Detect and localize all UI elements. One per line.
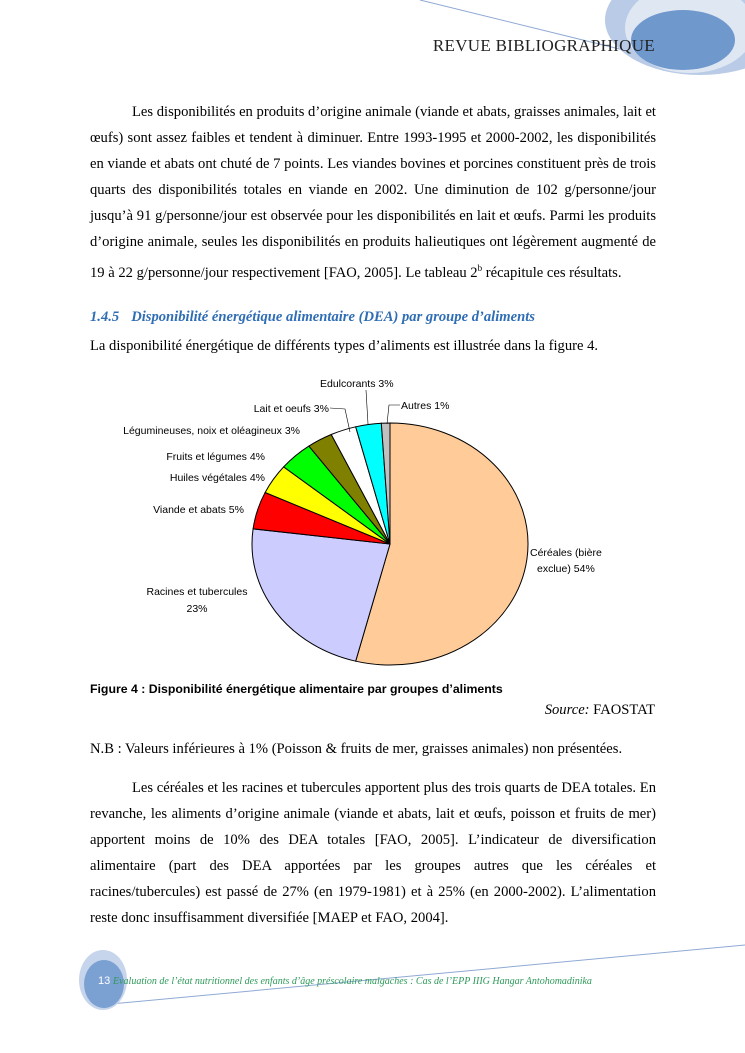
- table-ref: 2: [470, 264, 478, 281]
- header-title: REVUE BIBLIOGRAPHIQUE: [432, 36, 655, 55]
- section-heading: 1.4.5 Disponibilité énergétique alimentai…: [90, 309, 547, 326]
- label-legumineuses: Légumineuses, noix et oléagineux 3%: [123, 425, 300, 437]
- footer-circle-inner: [84, 960, 124, 1008]
- note: N.B : Valeurs inférieures à 1% (Poisson …: [90, 741, 623, 757]
- label-racines-1: Racines et tubercules: [147, 586, 248, 598]
- page-number: 13: [98, 975, 111, 987]
- label-autres: Autres 1%: [401, 400, 449, 412]
- source-value: FAOSTAT: [589, 702, 655, 718]
- label-fruits: Fruits et légumes 4%: [166, 451, 265, 463]
- section-title: Disponibilité énergétique alimentaire (D…: [131, 309, 535, 325]
- leader-edulcorants: [365, 389, 369, 425]
- paragraph-1-text: Les disponibilités en produits d’origine…: [90, 104, 656, 281]
- label-cereales-1: Céréales (bière: [530, 547, 602, 559]
- footer-rule: [99, 944, 745, 1006]
- label-viande: Viande et abats 5%: [153, 504, 244, 516]
- leader-autres: [386, 404, 400, 425]
- label-cereales-2: exclue) 54%: [537, 563, 595, 575]
- pie-slice-8: [380, 422, 391, 545]
- table-ref-sup: b: [477, 263, 483, 273]
- paragraph-1: Les disponibilités en produits d’origine…: [90, 99, 656, 286]
- pie-slice-0: [355, 422, 529, 666]
- label-racines-2: 23%: [186, 603, 207, 615]
- label-huiles: Huiles végétales 4%: [170, 472, 265, 484]
- paragraph-2: Les céréales et les racines et tubercule…: [90, 780, 656, 926]
- pie-chart: Céréales (bière exclue) 54% Racines et t…: [123, 378, 602, 666]
- figure-source: Source: FAOSTAT: [545, 702, 655, 719]
- intro-text: La disponibilité énergétique de différen…: [90, 338, 599, 354]
- label-edulcorants: Edulcorants 3%: [320, 378, 394, 390]
- source-label: Source:: [544, 702, 590, 718]
- paragraph-1-end: 2b récapitule ces résultats.: [470, 263, 622, 281]
- header-circle-inner: [631, 10, 735, 70]
- paragraph-1-tail: récapitule ces résultats.: [482, 264, 622, 281]
- figure-caption: Figure 4 : Disponibilité énergétique ali…: [90, 682, 503, 696]
- pie-slice-1: [251, 528, 391, 662]
- footer-text: Evaluation de l’état nutritionnel des en…: [113, 976, 592, 987]
- label-lait: Lait et oeufs 3%: [254, 403, 329, 415]
- section-number: 1.4.5: [90, 309, 120, 325]
- leader-lait: [329, 407, 351, 433]
